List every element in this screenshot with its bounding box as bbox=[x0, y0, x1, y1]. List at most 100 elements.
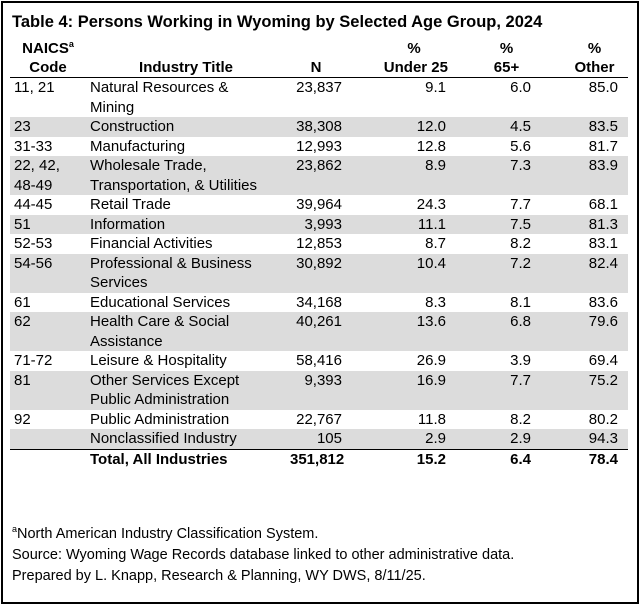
cell-industry: Wholesale Trade, Transportation, & Utilit… bbox=[86, 156, 286, 195]
header-age65: % 65+ bbox=[456, 39, 541, 78]
cell-n: 30,892 bbox=[296, 254, 342, 272]
cell-n: 9,393 bbox=[304, 371, 342, 389]
cell-n: 39,964 bbox=[296, 196, 342, 213]
cell-code: 44-45 bbox=[14, 196, 53, 213]
table-row: 62 Health Care & Social Assistance 40,261 13… bbox=[10, 312, 628, 351]
cell-code: 81 bbox=[14, 371, 31, 389]
cell-n: 105 bbox=[316, 430, 342, 447]
table-row: 22, 42, 48-49 Wholesale Trade, Transportat… bbox=[10, 156, 628, 195]
industry-line: Educational Services bbox=[90, 293, 231, 311]
prepared-note: Prepared by L. Knapp, Research & Plannin… bbox=[12, 568, 426, 584]
header-text: % bbox=[587, 40, 602, 57]
total-row: Total, All Industries 351,812 15.2 6.4 78.4 bbox=[10, 449, 628, 469]
cell-under25: 9.1 bbox=[425, 79, 446, 96]
cell-under25: 8.3 bbox=[425, 293, 446, 311]
industry-line: Construction bbox=[90, 118, 175, 135]
cell-under25: 13.6 bbox=[416, 313, 446, 330]
cell-other: 94.3 bbox=[588, 430, 618, 447]
cell-n: 58,416 bbox=[296, 352, 342, 369]
cell-industry: Leisure & Hospitality bbox=[86, 351, 286, 371]
cell-industry: Educational Services bbox=[86, 293, 286, 313]
cell-other: 82.4 bbox=[588, 254, 618, 272]
cell-n: 23,862 bbox=[296, 157, 342, 174]
cell-under25: 15.2 bbox=[416, 450, 446, 468]
cell-age65: 7.5 bbox=[510, 215, 531, 233]
cell-under25: 2.9 bbox=[425, 430, 446, 447]
table-body: 11, 21 Natural Resources & Mining 23,837 9.1… bbox=[10, 78, 628, 470]
table-row: 54-56 Professional & Business Services 30,8… bbox=[10, 253, 628, 293]
header-code: NAICSa Code bbox=[10, 39, 86, 78]
cell-under25: 8.9 bbox=[425, 157, 446, 174]
table-row: 61 Educational Services 34,168 8.3 8.1 83.6 bbox=[10, 293, 628, 313]
cell-age65: 7.7 bbox=[510, 196, 531, 213]
total-label: Total, All Industries bbox=[90, 450, 228, 468]
industry-line: Health Care & Social bbox=[90, 313, 230, 330]
cell-age65: 6.4 bbox=[510, 450, 531, 468]
cell-code: 71-72 bbox=[14, 352, 53, 369]
table-row: 11, 21 Natural Resources & Mining 23,837 9.1… bbox=[10, 78, 628, 118]
cell-n: 34,168 bbox=[296, 293, 342, 311]
cell-code: 61 bbox=[14, 293, 31, 311]
cell-age65: 8.1 bbox=[510, 293, 531, 311]
header-row: NAICSa Code Industry Title N % Under 25 … bbox=[10, 39, 628, 78]
cell-under25: 11.8 bbox=[417, 410, 446, 428]
source-note: Source: Wyoming Wage Records database li… bbox=[12, 547, 515, 563]
table-row: 92 Public Administration 22,767 11.8 8.2 80.2 bbox=[10, 410, 628, 430]
cell-other: 81.3 bbox=[588, 215, 618, 233]
cell-other: 80.2 bbox=[588, 410, 618, 428]
cell-age65: 6.8 bbox=[510, 313, 531, 330]
cell-age65: 7.2 bbox=[510, 254, 531, 272]
header-text: Other bbox=[574, 59, 615, 76]
data-table: NAICSa Code Industry Title N % Under 25 … bbox=[10, 39, 628, 469]
cell-under25: 12.8 bbox=[416, 137, 446, 155]
cell-age65: 5.6 bbox=[510, 137, 531, 155]
cell-age65: 7.7 bbox=[510, 371, 531, 389]
header-industry: Industry Title bbox=[139, 59, 233, 76]
cell-code: 22, 42, 48-49 bbox=[14, 157, 60, 194]
cell-code: 62 bbox=[14, 313, 31, 330]
header-text: Code bbox=[29, 59, 67, 76]
cell-under25: 16.9 bbox=[416, 371, 446, 389]
footnote-mark: a bbox=[68, 39, 74, 49]
cell-code bbox=[10, 429, 86, 449]
industry-line: Manufacturing bbox=[90, 137, 186, 155]
cell-industry: Other Services Except Public Administrati… bbox=[86, 371, 286, 410]
footnote-mark: a bbox=[12, 524, 18, 535]
industry-line: Information bbox=[90, 215, 166, 233]
cell-n: 38,308 bbox=[296, 118, 342, 135]
table-row: 51 Information 3,993 11.1 7.5 81.3 bbox=[10, 214, 628, 234]
cell-industry: Construction bbox=[86, 117, 286, 137]
cell-other: 85.0 bbox=[588, 79, 618, 96]
cell-other: 75.2 bbox=[588, 371, 618, 389]
cell-under25: 11.1 bbox=[417, 215, 446, 233]
cell-other: 81.7 bbox=[588, 137, 618, 155]
cell-code bbox=[10, 449, 86, 469]
cell-code: 31-33 bbox=[14, 137, 53, 155]
industry-line: Leisure & Hospitality bbox=[90, 352, 227, 369]
industry-line: Transportation, & Utilities bbox=[90, 176, 258, 194]
header-other: % Other bbox=[541, 39, 628, 78]
cell-industry: Financial Activities bbox=[86, 234, 286, 254]
cell-other: 83.5 bbox=[588, 118, 618, 135]
table-row: 31-33 Manufacturing 12,993 12.8 5.6 81.7 bbox=[10, 137, 628, 157]
footnote-text: North American Industry Classification S… bbox=[17, 526, 319, 542]
table-row: 71-72 Leisure & Hospitality 58,416 26.9 3.9 6… bbox=[10, 351, 628, 371]
cell-other: 78.4 bbox=[588, 450, 618, 468]
header-under25: % Under 25 bbox=[346, 39, 456, 78]
header-text: % bbox=[407, 40, 421, 57]
cell-industry: Natural Resources & Mining bbox=[86, 78, 286, 118]
table-row: Nonclassified Industry 105 2.9 2.9 94.3 bbox=[10, 429, 628, 449]
industry-line: Wholesale Trade, bbox=[90, 157, 207, 174]
cell-other: 83.9 bbox=[588, 157, 618, 174]
table-row: 81 Other Services Except Public Administra… bbox=[10, 370, 628, 410]
industry-line: Public Administration bbox=[90, 391, 230, 408]
industry-line: Other Services Except bbox=[90, 371, 240, 389]
cell-under25: 26.9 bbox=[416, 352, 446, 369]
cell-industry: Professional & Business Services bbox=[86, 254, 286, 293]
cell-under25: 8.7 bbox=[425, 235, 446, 252]
table-title: Table 4: Persons Working in Wyoming by S… bbox=[12, 13, 543, 31]
cell-age65: 4.5 bbox=[510, 118, 531, 135]
cell-n: 351,812 bbox=[290, 450, 345, 468]
industry-line: Financial Activities bbox=[90, 235, 213, 252]
